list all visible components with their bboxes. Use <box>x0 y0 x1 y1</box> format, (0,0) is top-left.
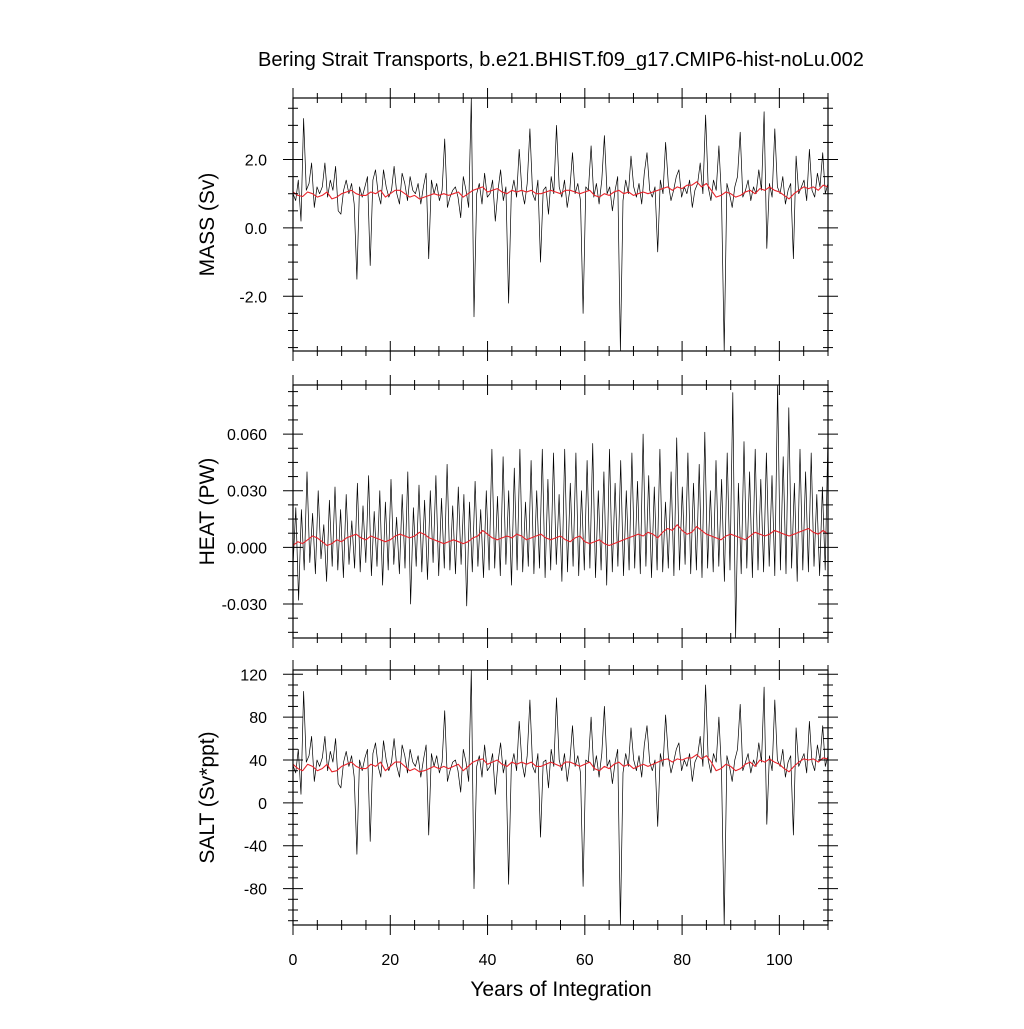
panel-1-series-annual-line <box>292 181 829 200</box>
panel-3-y-tick-label: 80 <box>249 710 267 727</box>
panel-1-y-tick-label: -2.0 <box>239 289 267 306</box>
panel-2-y-tick-label: 0.060 <box>227 427 267 444</box>
x-tick-label: 80 <box>673 952 691 969</box>
panel-2-series-annual-line <box>292 524 829 547</box>
panel-2-y-tick-label: 0.030 <box>227 484 267 501</box>
panel-2-y-axis-label: HEAT (PW) <box>196 458 219 566</box>
x-tick-label: 60 <box>576 952 594 969</box>
panel-1-series-monthly-line <box>292 97 829 352</box>
panel-2-y-tick-label: -0.030 <box>222 597 267 614</box>
panel-1-y-tick-label: 0.0 <box>245 221 267 238</box>
panel-1-y-tick-label: 2.0 <box>245 153 267 170</box>
panel-1-y-axis-label: MASS (Sv) <box>196 173 219 277</box>
panel-3-y-tick-label: 0 <box>258 796 267 813</box>
panel-2-series-monthly-line <box>292 384 829 639</box>
x-tick-label: 100 <box>766 952 793 969</box>
panel-2-y-tick-label: 0.000 <box>227 540 267 557</box>
panel-3-y-tick-label: -40 <box>244 839 267 856</box>
panel-3-y-tick-label: 120 <box>240 667 267 684</box>
x-tick-label: 0 <box>289 952 298 969</box>
x-tick-label: 20 <box>381 952 399 969</box>
chart-title: Bering Strait Transports, b.e21.BHIST.f0… <box>258 49 864 71</box>
panel-3-y-axis-label: SALT (Sv*ppt) <box>196 731 219 863</box>
panel-3-series-monthly-line <box>292 669 829 926</box>
panel-3-y-tick-label: 40 <box>249 753 267 770</box>
panel-3-y-tick-label: -80 <box>244 882 267 899</box>
x-tick-label: 40 <box>479 952 497 969</box>
panel-3-series-annual-line <box>292 754 829 773</box>
x-axis-label: Years of Integration <box>470 978 651 1001</box>
